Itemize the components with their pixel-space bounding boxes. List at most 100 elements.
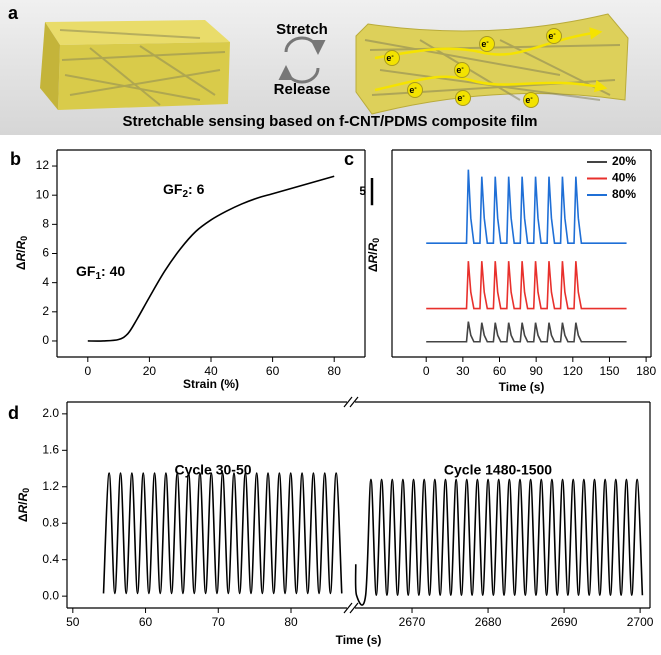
x-tick-label: 80 (284, 615, 298, 629)
y-tick-label: 0 (42, 333, 49, 347)
y-tick-label: 8 (42, 217, 49, 231)
axis-break (349, 396, 359, 408)
x-axis-label: Strain (%) (183, 377, 239, 391)
cycle-arrows (278, 36, 326, 84)
electron (455, 90, 471, 106)
electron-base: e (386, 53, 391, 63)
y-axis-label: ΔR/R0 (16, 488, 31, 522)
y-axis-label-part: 0 (19, 236, 29, 241)
axis-break (343, 396, 353, 408)
scale-bar-label: 5 (359, 184, 366, 198)
y-tick-label: 1.2 (42, 479, 59, 493)
electron (546, 28, 562, 44)
annotation-rest: : 6 (188, 181, 205, 197)
x-tick-label: 80 (328, 364, 342, 378)
x-tick-label: 60 (266, 364, 280, 378)
panel-label: d (8, 403, 19, 423)
y-axis-label: ΔR/R0 (14, 236, 29, 270)
annotation-text: GF (76, 263, 96, 279)
data-line (87, 175, 335, 342)
y-axis-label-part: R (16, 493, 30, 502)
data-line (426, 321, 627, 343)
electron-sup: - (553, 31, 556, 38)
data-line (426, 169, 627, 244)
annotation: Cycle 30-50 (174, 462, 251, 478)
x-tick-label: 2670 (399, 615, 426, 629)
x-tick-label: 180 (636, 364, 656, 378)
y-axis-label: ΔR/R0 (366, 238, 381, 272)
cnt-fibers (59, 29, 226, 106)
x-tick-label: 2690 (551, 615, 578, 629)
x-tick-label: 2700 (627, 615, 654, 629)
legend-label: 40% (612, 171, 636, 185)
electron-base: e (481, 39, 486, 49)
electron (479, 36, 495, 52)
y-axis-label-part: 0 (21, 488, 31, 493)
y-tick-label: 0.0 (42, 588, 59, 602)
annotation-sub: 2 (182, 189, 188, 200)
x-tick-label: 0 (84, 364, 91, 378)
y-axis-label-part: / (14, 249, 28, 253)
electron-sup: - (530, 95, 533, 102)
y-tick-label: 12 (36, 158, 50, 172)
x-tick-label: 20 (143, 364, 157, 378)
x-tick-label: 120 (563, 364, 583, 378)
electron-label: e- (386, 53, 394, 64)
electron-base: e (548, 31, 553, 41)
electron (523, 92, 539, 108)
electron-sup: - (462, 93, 465, 100)
y-axis-label-part: R (366, 243, 380, 252)
y-tick-label: 0.8 (42, 515, 59, 529)
y-tick-label: 4 (42, 275, 49, 289)
y-tick-label: 10 (36, 187, 50, 201)
annotation: GF1: 40 (76, 263, 125, 282)
y-axis-label-part: / (366, 251, 380, 255)
x-tick-label: 70 (212, 615, 226, 629)
film-side (40, 22, 60, 110)
y-axis-label-part: R (14, 241, 28, 250)
electron-base: e (409, 85, 414, 95)
y-tick-label: 0.4 (42, 552, 59, 566)
data-line (102, 472, 343, 595)
y-axis-label-part: Δ (366, 263, 380, 272)
film-top (45, 20, 230, 45)
legend-label: 20% (612, 154, 636, 168)
y-tick-label: 2 (42, 304, 49, 318)
x-axis-label: Time (s) (336, 633, 382, 647)
x-tick-label: 0 (423, 364, 430, 378)
y-axis-label-part: R (14, 253, 28, 262)
stretch-label: Stretch (276, 21, 328, 38)
y-axis-label-part: 0 (371, 238, 381, 243)
electron-label: e- (456, 65, 464, 76)
electron-label: e- (457, 93, 465, 104)
y-axis-label-part: R (366, 255, 380, 264)
electron-label: e- (525, 95, 533, 106)
x-tick-label: 40 (204, 364, 218, 378)
panel-label: a (8, 3, 19, 23)
electron (407, 82, 423, 98)
panel-label: b (10, 149, 21, 169)
electron-base: e (456, 65, 461, 75)
electron-sup: - (414, 85, 417, 92)
y-axis-label-part: / (16, 501, 30, 505)
electron-sup: - (391, 53, 394, 60)
annotation-rest: : 40 (101, 263, 125, 279)
panel-a: a Stretch Release Stretchable sensing ba… (0, 0, 661, 135)
caption: Stretchable sensing based on f-CNT/PDMS … (122, 113, 537, 130)
y-tick-label: 1.6 (42, 442, 59, 456)
x-tick-label: 60 (139, 615, 153, 629)
y-axis-label-part: Δ (14, 261, 28, 270)
data-line (354, 478, 644, 606)
electron-base: e (525, 95, 530, 105)
legend-label: 80% (612, 187, 636, 201)
x-tick-label: 90 (529, 364, 543, 378)
axis-break (349, 602, 359, 614)
electron-base: e (457, 93, 462, 103)
x-axis-label: Time (s) (499, 380, 545, 394)
annotation: GF2: 6 (163, 181, 205, 200)
electron-label: e- (481, 39, 489, 50)
electron-label: e- (548, 31, 556, 42)
x-tick-label: 150 (599, 364, 619, 378)
y-axis-label-part: Δ (16, 513, 30, 522)
